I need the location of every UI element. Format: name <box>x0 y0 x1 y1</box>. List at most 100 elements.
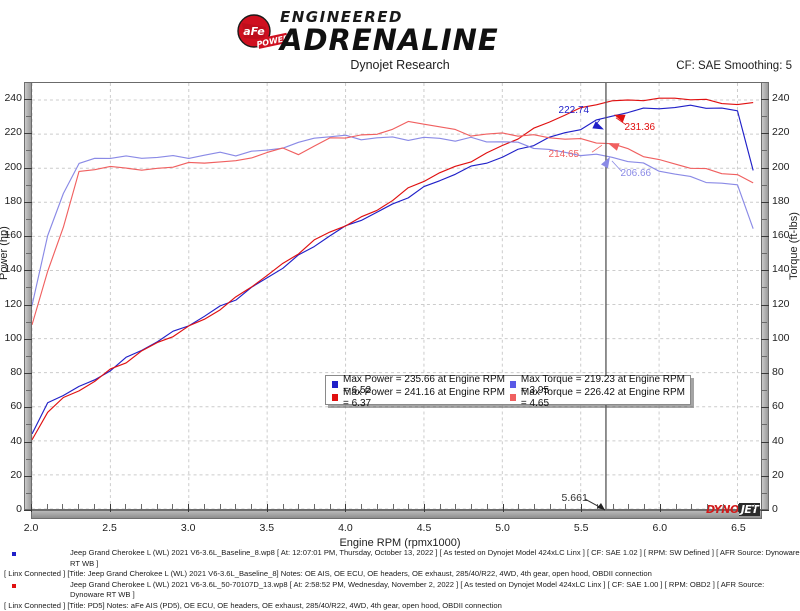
axis-minor-tick <box>377 504 378 509</box>
axis-tick-mark <box>24 339 32 340</box>
axis-minor-tick <box>644 504 645 509</box>
axis-tick-mark <box>761 407 769 408</box>
axis-minor-tick <box>298 504 299 509</box>
run-line-1: Jeep Grand Cherokee L (WL) 2021 V6-3.6L_… <box>0 548 800 569</box>
adrenaline-wordmark: ENGINEERED ADRENALINE <box>280 10 580 52</box>
y-axis-right-title: Torque (ft-lbs) <box>788 212 800 280</box>
run-details-footer: Jeep Grand Cherokee L (WL) 2021 V6-3.6L_… <box>0 548 800 611</box>
legend-modified-power: Max Power = 241.16 at Engine RPM = 6.37 <box>330 387 508 409</box>
axis-tick-mark <box>761 476 769 477</box>
axis-minor-tick <box>761 150 767 151</box>
axis-tick-mark <box>24 442 32 443</box>
annotation-baseline-power: 222.74 <box>559 105 590 116</box>
x-tick: 2.0 <box>14 522 48 534</box>
axis-tick-mark <box>345 504 346 512</box>
axis-minor-tick <box>314 504 315 509</box>
axis-minor-tick <box>550 504 551 509</box>
axis-minor-tick <box>761 322 767 323</box>
axis-minor-tick <box>26 356 32 357</box>
axis-minor-tick <box>761 287 767 288</box>
axis-minor-tick <box>26 219 32 220</box>
axis-tick-mark <box>761 305 769 306</box>
y-tick-left: 240 <box>0 92 22 104</box>
axis-minor-tick <box>754 504 755 509</box>
axis-minor-tick <box>471 504 472 509</box>
axis-minor-tick <box>534 504 535 509</box>
y-tick-right: 120 <box>772 298 800 310</box>
y-tick-right: 240 <box>772 92 800 104</box>
x-tick: 5.5 <box>564 522 598 534</box>
x-tick: 4.5 <box>407 522 441 534</box>
axis-minor-tick <box>761 82 767 83</box>
legend-label-power-modified: Max Power = 241.16 at Engine RPM = 6.37 <box>343 387 508 409</box>
axis-minor-tick <box>628 504 629 509</box>
legend-swatch-torque-modified <box>510 394 516 401</box>
axis-tick-mark <box>761 202 769 203</box>
y-axis-right-bar <box>761 82 769 510</box>
axis-minor-tick <box>761 424 767 425</box>
axis-minor-tick <box>78 504 79 509</box>
y-tick-right: 100 <box>772 332 800 344</box>
legend-modified-torque: Max Torque = 226.42 at Engine RPM = 4.65 <box>508 387 686 409</box>
axis-tick-mark <box>761 442 769 443</box>
axis-tick-mark <box>24 168 32 169</box>
x-tick: 2.5 <box>93 522 127 534</box>
axis-minor-tick <box>235 504 236 509</box>
axis-minor-tick <box>204 504 205 509</box>
axis-minor-tick <box>761 459 767 460</box>
y-tick-left: 40 <box>0 435 22 447</box>
y-tick-right: 80 <box>772 366 800 378</box>
axis-minor-tick <box>761 390 767 391</box>
axis-minor-tick <box>691 504 692 509</box>
axis-minor-tick <box>283 504 284 509</box>
axis-tick-mark <box>581 504 582 512</box>
axis-tick-mark <box>24 202 32 203</box>
axis-tick-mark <box>24 270 32 271</box>
axis-minor-tick <box>707 504 708 509</box>
axis-minor-tick <box>47 504 48 509</box>
axis-minor-tick <box>613 504 614 509</box>
axis-tick-mark <box>761 339 769 340</box>
axis-minor-tick <box>251 504 252 509</box>
axis-minor-tick <box>518 504 519 509</box>
axis-minor-tick <box>761 116 767 117</box>
axis-minor-tick <box>26 424 32 425</box>
x-tick: 3.0 <box>171 522 205 534</box>
legend-swatch-power-modified <box>332 394 338 401</box>
y-tick-left: 120 <box>0 298 22 310</box>
run-entry: Jeep Grand Cherokee L (WL) 2021 V6-3.6L_… <box>0 580 800 611</box>
run-color-swatch-baseline <box>12 552 16 556</box>
chart-legend[interactable]: Max Power = 235.66 at Engine RPM = 6.52 … <box>325 375 691 405</box>
axis-tick-mark <box>503 504 504 512</box>
axis-tick-mark <box>761 236 769 237</box>
axis-minor-tick <box>26 493 32 494</box>
axis-minor-tick <box>94 504 95 509</box>
run-entry: Jeep Grand Cherokee L (WL) 2021 V6-3.6L_… <box>0 548 800 580</box>
axis-minor-tick <box>676 504 677 509</box>
axis-minor-tick <box>761 356 767 357</box>
correction-factor-note: CF: SAE Smoothing: 5 <box>676 60 792 72</box>
axis-minor-tick <box>26 322 32 323</box>
run-line-2: [ Linx Connected ] [Title: Jeep Grand Ch… <box>0 569 800 580</box>
axis-tick-mark <box>188 504 189 512</box>
x-tick: 5.0 <box>486 522 520 534</box>
axis-tick-mark <box>24 236 32 237</box>
y-tick-right: 220 <box>772 126 800 138</box>
run-line-1: Jeep Grand Cherokee L (WL) 2021 V6-3.6L_… <box>0 580 800 601</box>
y-tick-left: 20 <box>0 469 22 481</box>
x-axis-bar <box>31 510 762 519</box>
y-tick-right: 0 <box>772 503 800 515</box>
axis-tick-mark <box>761 270 769 271</box>
axis-tick-mark <box>24 373 32 374</box>
x-tick: 6.5 <box>721 522 755 534</box>
axis-tick-mark <box>24 476 32 477</box>
y-tick-left: 80 <box>0 366 22 378</box>
cursor-leader-line <box>585 498 609 510</box>
axis-minor-tick <box>330 504 331 509</box>
axis-minor-tick <box>26 253 32 254</box>
run-color-swatch-modified <box>12 584 16 588</box>
axis-minor-tick <box>26 116 32 117</box>
plot-area[interactable] <box>31 82 762 510</box>
